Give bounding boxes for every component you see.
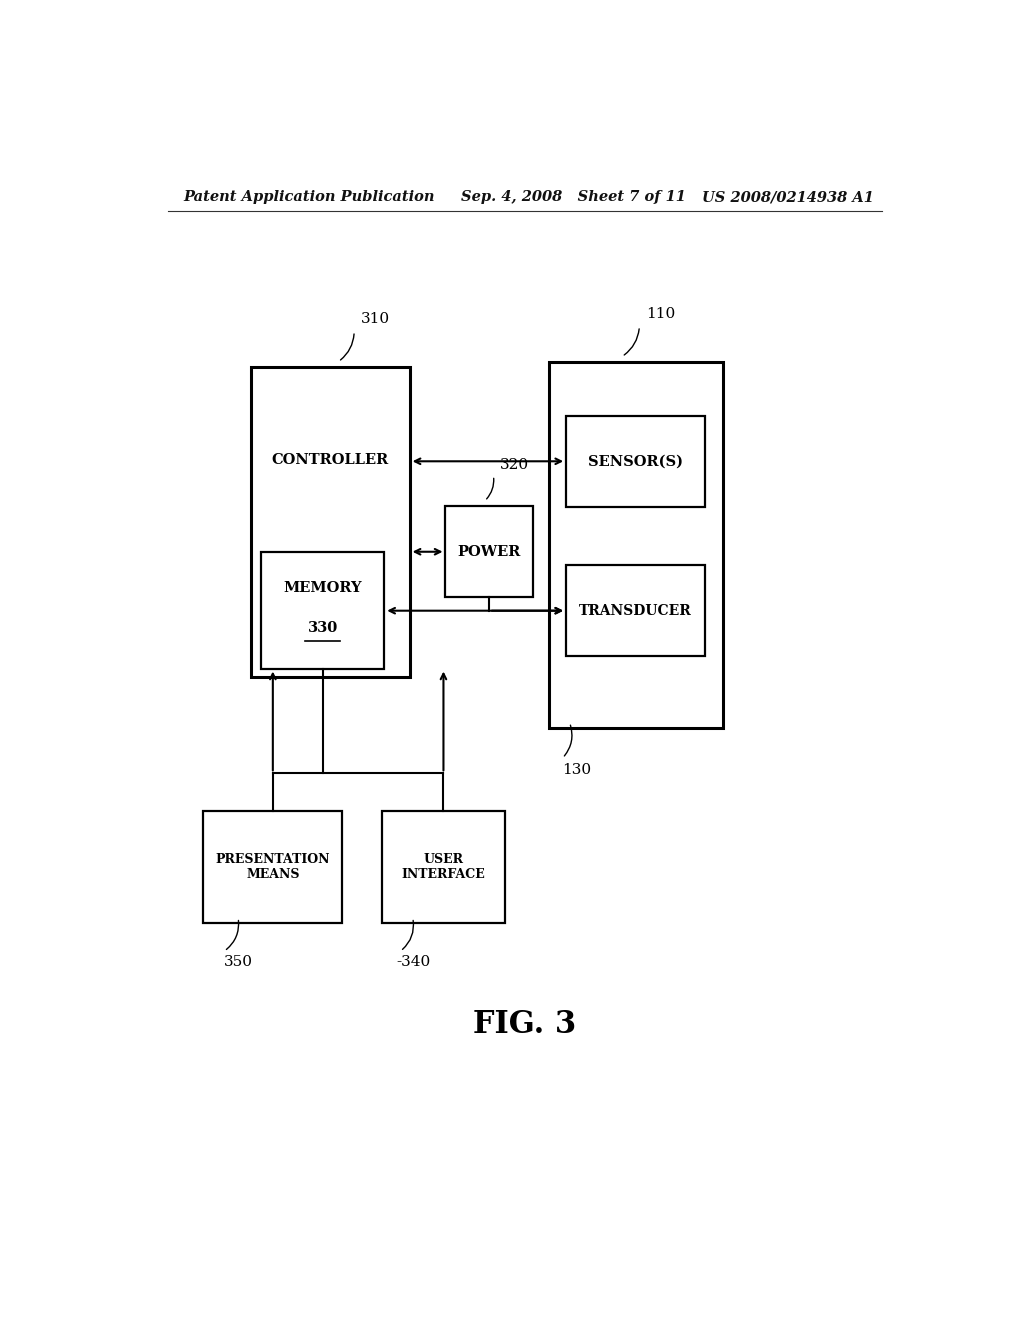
Text: 110: 110 xyxy=(646,308,675,321)
Text: MEMORY: MEMORY xyxy=(284,581,362,595)
Bar xyxy=(549,362,723,727)
Text: FIG. 3: FIG. 3 xyxy=(473,1008,577,1040)
Text: 310: 310 xyxy=(360,312,390,326)
Bar xyxy=(566,416,705,507)
Text: PRESENTATION
MEANS: PRESENTATION MEANS xyxy=(216,853,330,880)
Bar xyxy=(251,367,410,677)
Text: -340: -340 xyxy=(396,956,431,969)
Text: CONTROLLER: CONTROLLER xyxy=(271,453,389,467)
Text: 350: 350 xyxy=(224,956,253,969)
Text: 330: 330 xyxy=(307,622,338,635)
Bar xyxy=(204,810,342,923)
Bar xyxy=(566,565,705,656)
Text: US 2008/0214938 A1: US 2008/0214938 A1 xyxy=(702,190,873,205)
Text: SENSOR(S): SENSOR(S) xyxy=(588,454,683,469)
Bar xyxy=(445,506,532,598)
Text: POWER: POWER xyxy=(458,545,521,558)
Text: 320: 320 xyxy=(500,458,529,473)
Text: Patent Application Publication: Patent Application Publication xyxy=(183,190,435,205)
Bar xyxy=(382,810,505,923)
Text: Sep. 4, 2008   Sheet 7 of 11: Sep. 4, 2008 Sheet 7 of 11 xyxy=(461,190,686,205)
Bar xyxy=(261,552,384,669)
Text: USER
INTERFACE: USER INTERFACE xyxy=(401,853,485,880)
Text: 130: 130 xyxy=(562,763,592,777)
Text: TRANSDUCER: TRANSDUCER xyxy=(580,603,692,618)
